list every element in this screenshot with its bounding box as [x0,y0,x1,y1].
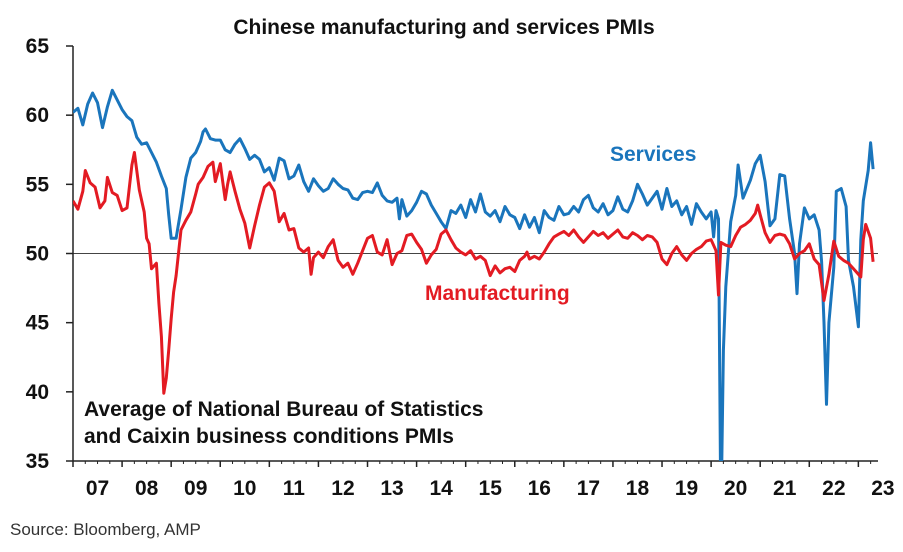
x-tick-label: 20 [724,477,747,500]
x-tick-label: 09 [184,477,207,500]
plot-area: 35 40 45 50 55 60 65 07 08 09 10 11 12 13 14 15 16 17 18 19… [26,35,895,500]
x-tick-label: 15 [479,477,503,500]
source-note: Source: Bloomberg, AMP [10,520,201,539]
x-tick-label: 18 [626,477,650,500]
chart-title: Chinese manufacturing and services PMIs [233,16,654,39]
x-tick-label: 14 [429,477,453,500]
x-tick-label: 08 [135,477,159,500]
x-tick-label: 12 [331,477,354,500]
series-line-manufacturing [73,151,875,395]
y-tick-label: 65 [26,35,50,58]
y-tick-label: 55 [26,173,50,196]
series-line-services [73,88,875,461]
annotation-line-1: Average of National Bureau of Statistics [84,398,483,421]
series-label-manufacturing: Manufacturing [425,282,570,305]
x-tick-label: 23 [871,477,894,500]
y-tick-label: 60 [26,104,49,127]
x-tick-label: 21 [773,477,797,500]
x-tick-label: 13 [380,477,403,500]
x-tick-label: 22 [822,477,845,500]
x-tick-label: 11 [283,477,306,500]
y-tick-label: 45 [26,312,50,335]
x-tick-label: 16 [528,477,551,500]
x-tick-label: 17 [577,477,600,500]
x-tick-label: 19 [675,477,698,500]
annotation-line-2: and Caixin business conditions PMIs [84,425,454,448]
series-label-services: Services [610,143,696,166]
x-tick-label: 07 [86,477,109,500]
y-tick-label: 50 [26,243,49,266]
y-tick-label: 35 [26,450,50,473]
x-tick-label: 10 [233,477,256,500]
y-tick-label: 40 [26,381,49,404]
